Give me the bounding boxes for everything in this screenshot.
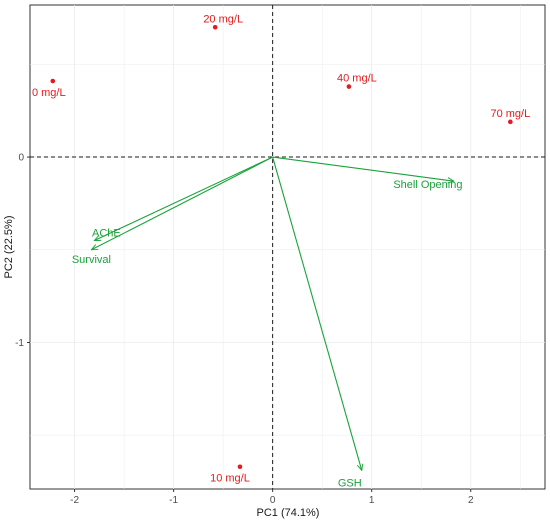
vector-label: Survival (72, 254, 111, 266)
y-axis: -1 0 (15, 153, 30, 349)
point-label: 20 mg/L (203, 13, 243, 25)
loading-vector (272, 156, 454, 181)
x-tick-label: 0 (270, 495, 276, 506)
loading-vector (94, 156, 273, 242)
vector-label: Shell Opening (393, 179, 462, 191)
score-point (50, 78, 56, 84)
score-point (237, 464, 243, 470)
y-axis-title: PC2 (22.5%) (3, 216, 15, 279)
x-axis-title: PC1 (74.1%) (257, 507, 320, 519)
x-tick-label: -1 (169, 495, 178, 506)
point-label: 40 mg/L (337, 73, 377, 85)
vector-label: AChE (92, 228, 121, 240)
score-point (212, 24, 218, 30)
x-tick-label: -2 (70, 495, 79, 506)
point-label: 70 mg/L (490, 108, 530, 120)
loading-vectors: Shell Opening AChE Survival GSH (72, 156, 462, 489)
point-label: 10 mg/L (210, 473, 250, 485)
loading-vector (272, 156, 362, 470)
plot-panel (29, 4, 546, 490)
score-points: 0 mg/L 20 mg/L 40 mg/L 70 mg/L 10 mg/L (32, 13, 530, 484)
x-axis: -2 -1 0 1 2 (70, 489, 474, 506)
score-point (508, 119, 513, 125)
x-tick-label: 1 (369, 495, 375, 506)
reference-lines (30, 5, 545, 489)
point-label: 0 mg/L (32, 87, 66, 99)
y-tick-label: -1 (15, 338, 24, 349)
vector-label: GSH (338, 477, 362, 489)
y-tick-label: 0 (18, 153, 24, 164)
x-tick-label: 2 (468, 495, 474, 506)
score-point (346, 84, 352, 89)
loading-vector (91, 156, 273, 250)
